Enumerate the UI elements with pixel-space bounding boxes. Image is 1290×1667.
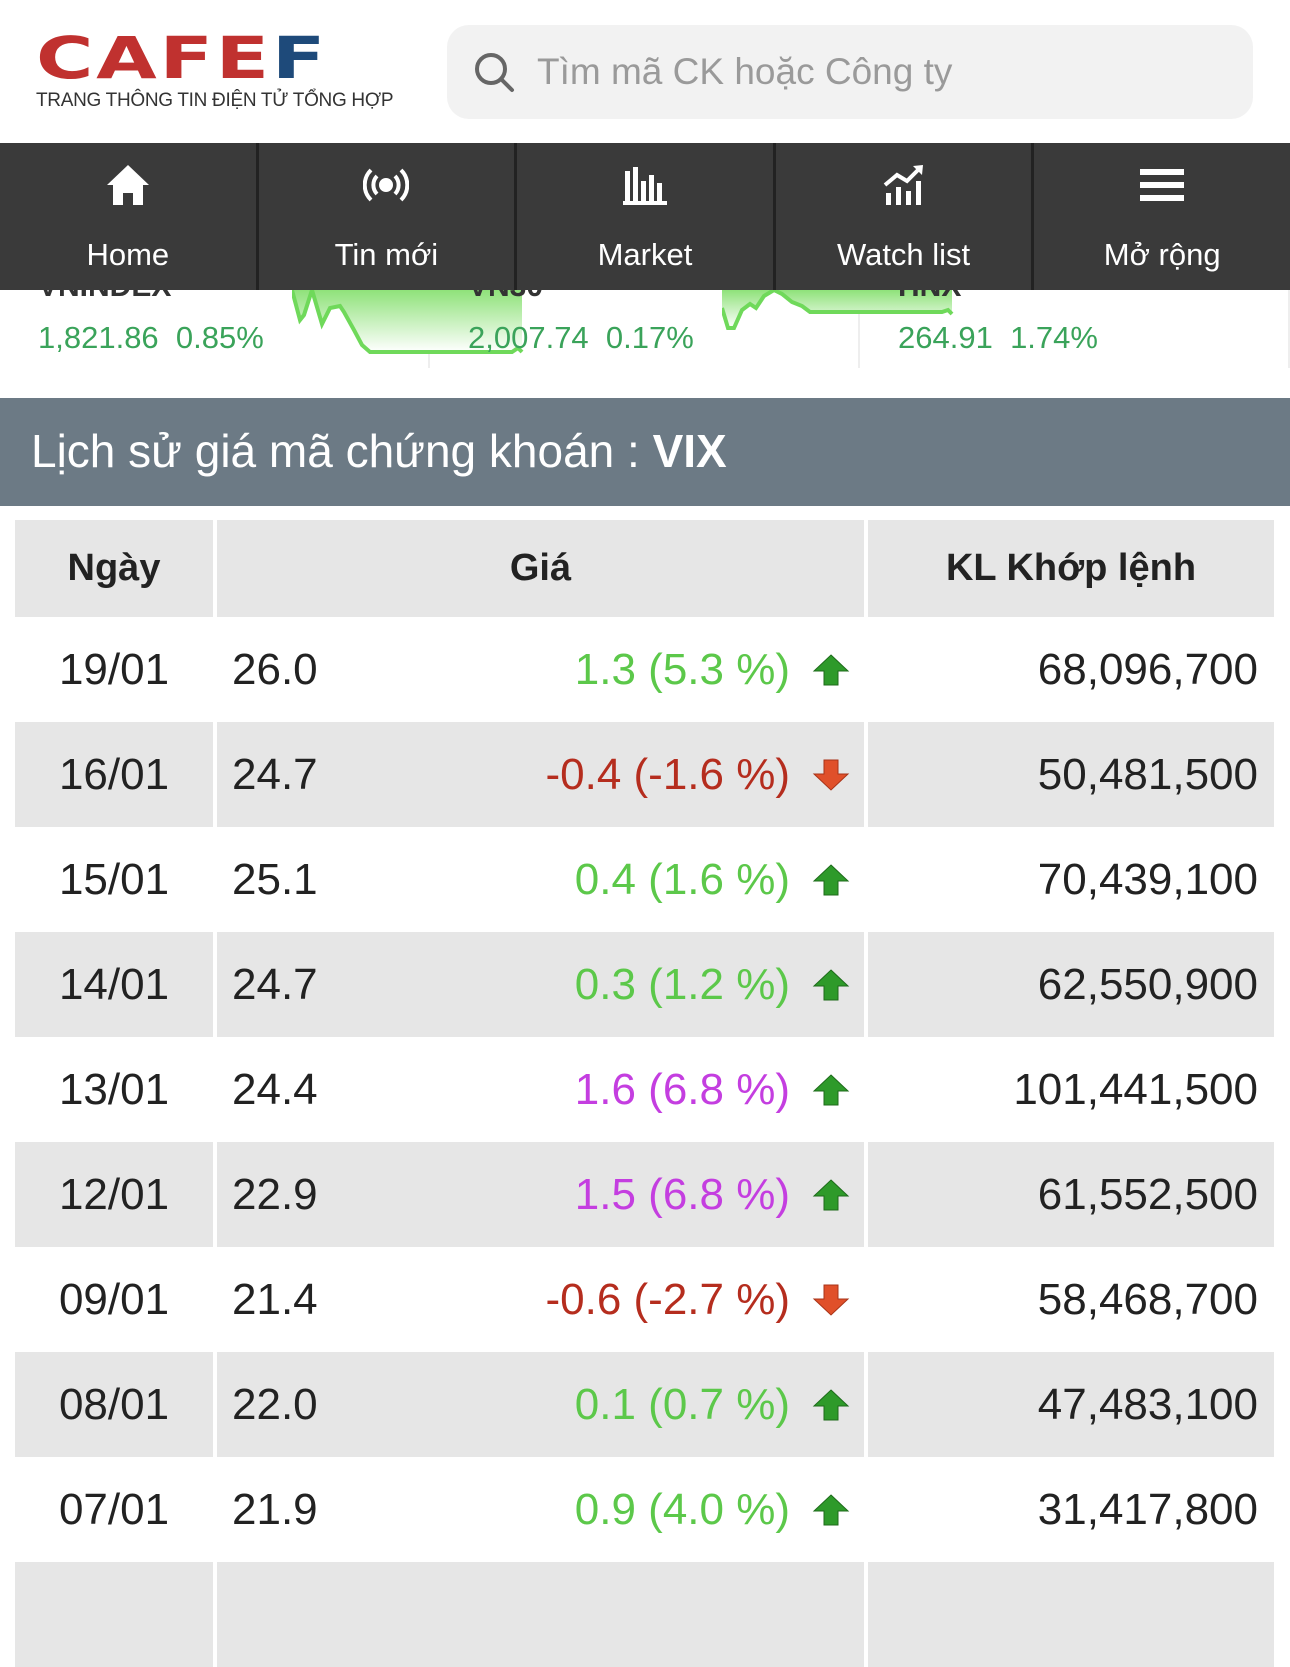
price-change: 0.3 (1.2 %) <box>574 959 790 1009</box>
cafef-logo[interactable]: CAFEF TRANG THÔNG TIN ĐIỆN TỬ TỔNG HỢP <box>36 24 394 111</box>
close-price: 25.1 <box>232 854 318 904</box>
cell-date: 09/01 <box>58 1274 170 1324</box>
trend-chart-icon <box>882 161 926 209</box>
price-change: 0.1 (0.7 %) <box>574 1379 790 1429</box>
search-icon <box>475 53 514 92</box>
nav-watch-list[interactable]: Watch list <box>776 143 1035 290</box>
table-row: 16/01 24.7 -0.4 (-1.6 %) 50,481,500 <box>15 722 1274 827</box>
cell-volume <box>864 1562 1274 1667</box>
table-row: 13/01 24.4 1.6 (6.8 %) 101,441,500 <box>15 1037 1274 1142</box>
ticker-vn30[interactable]: VN30 2,007.74 0.17% <box>430 290 954 368</box>
ticker-vnindex[interactable]: VNINDEX 1,821.86 0.85% <box>0 290 524 368</box>
table-row <box>15 1562 1274 1667</box>
price-change: 0.4 (1.6 %) <box>574 854 790 904</box>
cell-date: 14/01 <box>15 932 215 1037</box>
col-date: Ngày <box>15 520 215 617</box>
cell-volume: 50,481,500 <box>864 722 1274 827</box>
cell-date: 12/01 <box>15 1142 215 1247</box>
cell-volume: 61,552,500 <box>864 1142 1274 1247</box>
cell-price: 24.7 -0.4 (-1.6 %) <box>213 722 866 827</box>
cell-date: 15/01 <box>58 854 170 904</box>
menu-icon <box>1140 161 1185 209</box>
cell-volume: 68,096,700 <box>864 617 1274 722</box>
index-ticker: VNINDEX 1,821.86 0.85% VN30 2,007.74 0.1… <box>0 290 1290 368</box>
price-history-table: Ngày Giá KL Khớp lệnh 19/01 26.0 1.3 (5.3… <box>15 520 1274 1667</box>
price-change: -0.4 (-1.6 %) <box>545 749 790 799</box>
price-change: 1.6 (6.8 %) <box>574 1064 790 1114</box>
cell-price: 22.9 1.5 (6.8 %) <box>213 1142 866 1247</box>
cell-price <box>213 1562 866 1667</box>
table-row: 12/01 22.9 1.5 (6.8 %) 61,552,500 <box>15 1142 1274 1247</box>
arrow-up-icon <box>812 1493 850 1525</box>
cell-price: 21.9 0.9 (4.0 %) <box>213 1457 866 1562</box>
close-price: 22.9 <box>232 1169 318 1219</box>
table-row: 15/01 25.1 0.4 (1.6 %) 70,439,100 <box>15 827 1274 932</box>
close-price: 21.9 <box>232 1484 318 1534</box>
nav-market[interactable]: Market <box>517 143 776 290</box>
nav-mo-rong[interactable]: Mở rộng <box>1034 143 1290 290</box>
cell-price: 21.4 -0.6 (-2.7 %) <box>213 1247 866 1352</box>
cell-volume: 47,483,100 <box>864 1352 1274 1457</box>
nav-home[interactable]: Home <box>0 143 259 290</box>
table-row: 19/01 26.0 1.3 (5.3 %) 68,096,700 <box>15 617 1274 722</box>
arrow-down-icon <box>812 759 850 791</box>
arrow-up-icon <box>812 1073 850 1105</box>
main-nav: Home Tin mới Market Watch list Mở rộng <box>0 143 1290 290</box>
close-price: 24.7 <box>232 749 318 799</box>
cell-date: 13/01 <box>58 1064 170 1114</box>
table-row: 08/01 22.0 0.1 (0.7 %) 47,483,100 <box>15 1352 1274 1457</box>
close-price: 26.0 <box>232 644 318 694</box>
cell-price: 26.0 1.3 (5.3 %) <box>213 617 866 722</box>
arrow-up-icon <box>812 863 850 895</box>
cell-volume: 101,441,500 <box>864 1037 1274 1142</box>
table-row: 09/01 21.4 -0.6 (-2.7 %) 58,468,700 <box>15 1247 1274 1352</box>
table-row: 07/01 21.9 0.9 (4.0 %) 31,417,800 <box>15 1457 1274 1562</box>
cell-volume: 70,439,100 <box>864 827 1274 932</box>
broadcast-icon <box>363 161 410 209</box>
search-box[interactable] <box>447 25 1253 119</box>
arrow-up-icon <box>812 1388 850 1420</box>
col-volume: KL Khớp lệnh <box>864 520 1274 617</box>
home-icon <box>105 161 151 209</box>
price-change: 1.5 (6.8 %) <box>574 1169 790 1219</box>
arrow-up-icon <box>812 1178 850 1210</box>
cell-price: 24.4 1.6 (6.8 %) <box>213 1037 866 1142</box>
cell-price: 24.7 0.3 (1.2 %) <box>213 932 866 1037</box>
logo-tagline: TRANG THÔNG TIN ĐIỆN TỬ TỔNG HỢP <box>36 90 394 111</box>
close-price: 21.4 <box>232 1274 318 1324</box>
vn30-sparkline <box>722 290 954 330</box>
cell-date: 16/01 <box>15 722 215 827</box>
arrow-up-icon <box>812 968 850 1000</box>
price-change: 0.9 (4.0 %) <box>574 1484 790 1534</box>
cell-date: 08/01 <box>15 1352 215 1457</box>
col-price: Giá <box>213 520 866 617</box>
bar-chart-icon <box>622 161 667 209</box>
arrow-up-icon <box>812 653 850 685</box>
close-price: 24.7 <box>232 959 318 1009</box>
price-change: 1.3 (5.3 %) <box>574 644 790 694</box>
cell-date <box>15 1562 215 1667</box>
nav-tin-moi[interactable]: Tin mới <box>259 143 518 290</box>
cell-volume: 31,417,800 <box>864 1457 1274 1562</box>
cell-date: 19/01 <box>58 644 170 694</box>
cell-price: 22.0 0.1 (0.7 %) <box>213 1352 866 1457</box>
cell-volume: 62,550,900 <box>864 932 1274 1037</box>
page-title: Lịch sử giá mã chứng khoán : VIX <box>0 398 1290 506</box>
cell-price: 25.1 0.4 (1.6 %) <box>213 827 866 932</box>
vnindex-sparkline <box>292 290 524 354</box>
close-price: 22.0 <box>232 1379 318 1429</box>
price-change: -0.6 (-2.7 %) <box>545 1274 790 1324</box>
arrow-down-icon <box>812 1284 850 1316</box>
cell-date: 07/01 <box>58 1484 170 1534</box>
cell-volume: 58,468,700 <box>864 1247 1274 1352</box>
search-input[interactable] <box>537 51 1187 93</box>
header: CAFEF TRANG THÔNG TIN ĐIỆN TỬ TỔNG HỢP <box>0 0 1290 143</box>
table-row: 14/01 24.7 0.3 (1.2 %) 62,550,900 <box>15 932 1274 1037</box>
ticker-hnx[interactable]: HNX 264.91 1.74% <box>860 290 1290 368</box>
close-price: 24.4 <box>232 1064 318 1114</box>
